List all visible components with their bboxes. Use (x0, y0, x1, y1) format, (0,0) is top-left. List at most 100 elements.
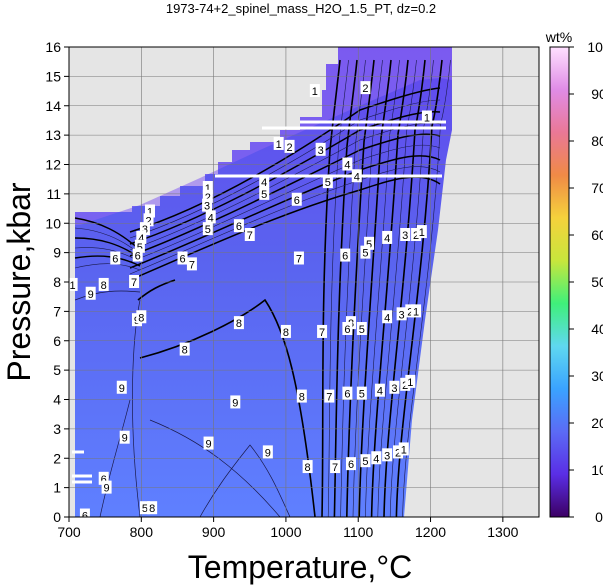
contour-label-box (85, 286, 96, 300)
colorbar-tick-label: 20 (591, 415, 603, 431)
contour-label-box (177, 251, 188, 265)
contour-label-box (136, 230, 147, 244)
contour-label: 5 (366, 239, 372, 251)
contour-label-box (296, 389, 307, 403)
contour-label-box (244, 228, 255, 241)
contour-label: 7 (247, 230, 253, 242)
contour-label-box (416, 225, 427, 239)
contour-label-box (342, 322, 353, 335)
contour-label: 6 (135, 251, 141, 263)
contour-label: 9 (205, 439, 211, 451)
contour-label-box (202, 181, 213, 194)
contour-label: 1 (205, 183, 211, 195)
contour-label: 2 (407, 306, 413, 318)
y-axis-title: Pressure,kbar (1, 182, 37, 382)
contour-label: 5 (359, 389, 365, 401)
contour-label: 5 (362, 248, 368, 260)
stability-field-edge (75, 47, 452, 225)
contour-label: 1 (147, 207, 153, 219)
contour-label-box (356, 322, 367, 335)
contour-label: 3 (142, 224, 148, 236)
contour-label: 1 (424, 113, 430, 125)
contour-label-box (186, 257, 197, 271)
contour-label-box (129, 275, 140, 288)
contour-label: 6 (82, 511, 88, 523)
y-tick-label: 7 (53, 303, 61, 319)
colorbar-ticks: 0 10 20 30 40 50 60 70 80 90 100 (569, 39, 603, 525)
contour-line (129, 87, 441, 233)
contour-label: 3 (384, 450, 390, 462)
x-axis: 700 800 900 1000 1100 1200 1300 (57, 517, 519, 540)
contour-label-box (69, 277, 78, 291)
contour-label: 3 (204, 201, 210, 213)
contour-label-box (421, 110, 432, 124)
contour-label-box (315, 142, 326, 156)
contour-label-box (351, 169, 362, 183)
contour-label-box (360, 245, 371, 259)
y-tick-label: 0 (53, 509, 61, 525)
contour-label: 1 (70, 280, 76, 292)
contour-label-box (119, 430, 130, 444)
x-tick-label: 800 (130, 524, 154, 540)
contour-label-box (202, 198, 213, 212)
contour-label-box (144, 204, 155, 218)
contour-label: 8 (182, 345, 188, 357)
y-tick-label: 4 (53, 392, 61, 408)
contour-label-box (400, 228, 411, 241)
contour-label: 6 (342, 251, 348, 263)
contour-label: 2 (362, 83, 368, 95)
contour-label-box (309, 84, 320, 98)
contour-label: 6 (101, 474, 107, 486)
y-tick-label: 11 (46, 186, 61, 202)
contour-line (129, 166, 441, 275)
contour-label: 7 (296, 254, 302, 266)
contour-label: 7 (326, 392, 332, 404)
contour-label: 8 (138, 312, 144, 324)
x-tick-label: 1200 (415, 524, 446, 540)
colorbar: wt% 0 10 20 30 40 50 60 70 80 90 100 (545, 29, 603, 525)
contour-label-box (346, 457, 356, 471)
contour-label-box (110, 251, 121, 265)
contour-label: 9 (88, 289, 94, 301)
contour-label: 5 (359, 324, 365, 336)
contour-label: 3 (318, 145, 324, 157)
contour-label: 2 (205, 192, 211, 204)
y-tick-label: 15 (45, 68, 61, 84)
contour-label-box (143, 213, 154, 227)
contour-label-box (302, 460, 313, 474)
contour-label-box (147, 501, 158, 515)
contour-label: 5 (362, 456, 368, 468)
colorbar-tick-label: 90 (591, 86, 603, 102)
contour-label: 7 (131, 277, 137, 289)
x-tick-label: 1100 (343, 524, 373, 540)
contour-line (74, 263, 141, 271)
contour-label: 2 (402, 380, 408, 392)
contour-label: 9 (119, 383, 125, 395)
contour-label-box (259, 175, 270, 189)
contour-label: 6 (344, 324, 350, 336)
contour-label-box (293, 251, 304, 265)
contour-label-box (356, 386, 367, 400)
contour-line (74, 255, 141, 267)
contour-label: 6 (236, 221, 242, 233)
contour-label: 6 (348, 459, 354, 471)
contour-label: 3 (391, 383, 397, 395)
contour-label-box (262, 445, 273, 459)
y-tick-label: 16 (45, 39, 61, 55)
contour-label-box (396, 307, 407, 321)
contour-label-box (233, 219, 244, 233)
y-tick-label: 9 (53, 245, 61, 261)
colorbar-tick-label: 100 (587, 39, 603, 55)
contour-label-box (322, 175, 333, 189)
contour-label-box (139, 222, 150, 236)
contour-line (333, 59, 358, 517)
contour-label-box (374, 383, 385, 397)
x-tick-label: 1000 (270, 524, 301, 540)
contour-label-box (139, 501, 150, 515)
contour-label-box (259, 186, 270, 200)
contour-label: 9 (104, 483, 110, 495)
y-tick-label: 8 (53, 274, 61, 290)
contour-line (327, 59, 349, 517)
